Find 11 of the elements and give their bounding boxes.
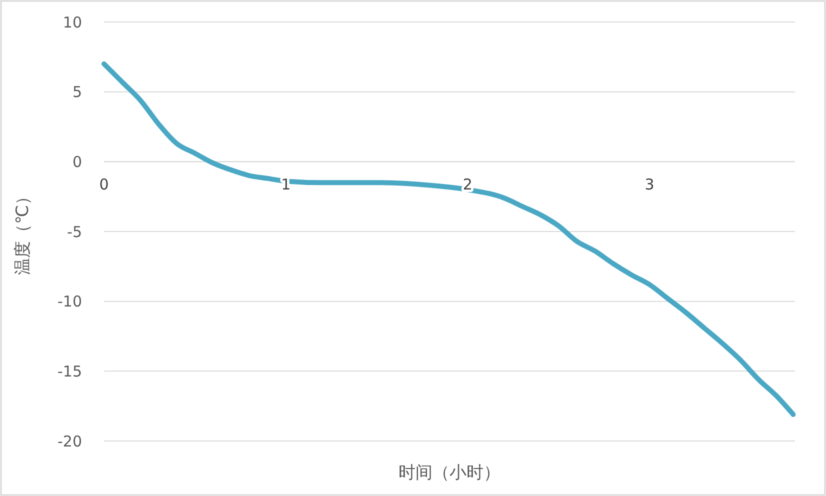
- x-tick-label: 0: [99, 176, 109, 194]
- y-tick-label: -5: [67, 222, 82, 241]
- y-tick-label: -10: [58, 292, 82, 311]
- y-tick-label: 0: [72, 152, 82, 171]
- x-axis-title: 时间（小时）: [398, 463, 500, 483]
- y-tick-label: -15: [58, 362, 82, 380]
- x-tick-label: 3: [644, 176, 654, 194]
- y-axis-title: 温度（℃）: [13, 188, 33, 276]
- y-tick-label: -20: [58, 432, 82, 450]
- y-tick-label: 10: [62, 13, 82, 32]
- y-tick-label: 5: [72, 83, 82, 102]
